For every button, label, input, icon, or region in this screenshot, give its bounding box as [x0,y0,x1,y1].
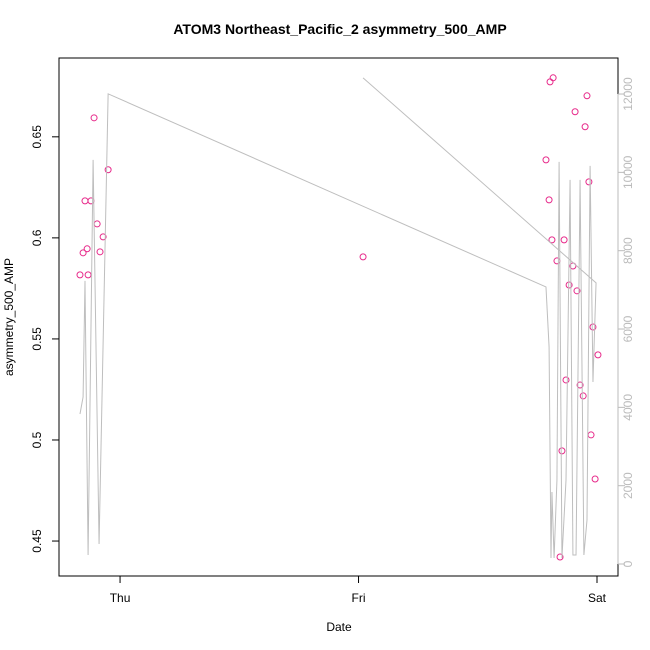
x-tick-label: Thu [110,591,131,605]
point [591,475,599,483]
point [581,123,589,131]
point [104,166,112,174]
point [556,553,564,561]
point [99,233,107,241]
point [76,271,84,279]
point [573,287,581,295]
y-tick-label: 0.45 [30,529,44,553]
point [359,253,367,261]
x-axis-label: Date [326,620,352,634]
point [571,108,579,116]
y2-tick-label: 10000 [621,155,635,189]
point [583,92,591,100]
point [93,220,101,228]
point [84,271,92,279]
y-axis-label: asymmetry_500_AMP [2,258,16,376]
point [83,245,91,253]
point [81,197,89,205]
point [562,376,570,384]
depth-line [79,77,597,559]
point [545,196,553,204]
point [542,156,550,164]
x-tick-label: Fri [352,591,366,605]
point [579,392,587,400]
point [587,431,595,439]
point [96,248,104,256]
point [549,74,557,82]
y2-tick-label: 8000 [621,237,635,264]
point [90,114,98,122]
point [560,236,568,244]
y-tick-label: 0.65 [30,125,44,149]
point [585,178,593,186]
chart-title: ATOM3 Northeast_Pacific_2 asymmetry_500_… [173,21,506,37]
point [558,447,566,455]
point [79,249,87,257]
point [576,381,584,389]
plot-box [58,57,619,577]
point [548,236,556,244]
point [589,323,597,331]
y-tick-label: 0.55 [30,327,44,351]
y-tick-label: 0.6 [30,229,44,246]
x-tick-label: Sat [588,591,607,605]
point [546,78,554,86]
y2-tick-label: 4000 [621,394,635,421]
y2-tick-label: 6000 [621,315,635,342]
y2-tick-label: 2000 [621,472,635,499]
y-tick-label: 0.5 [30,431,44,448]
point [553,257,561,265]
y2-tick-label: 12000 [621,77,635,111]
point [594,351,602,359]
y2-tick-label: 0 [621,560,635,567]
